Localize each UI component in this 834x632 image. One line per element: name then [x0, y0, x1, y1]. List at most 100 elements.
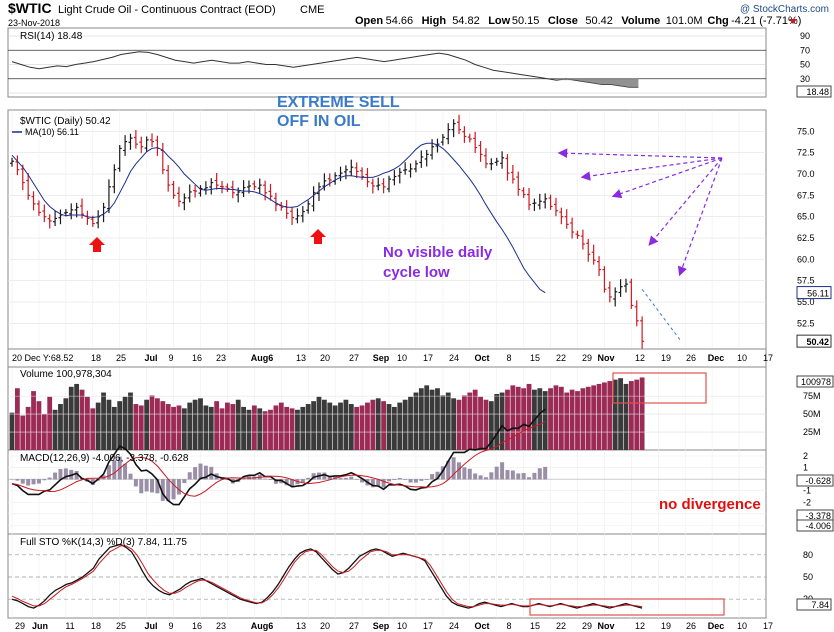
volume-bar: [472, 389, 478, 450]
bottom-axis-label: 12: [635, 621, 645, 631]
annotation-cycle-low: cycle low: [383, 264, 450, 281]
volume-bar: [585, 386, 591, 450]
volume-bar: [316, 396, 322, 450]
price-tick-label: 62.5: [797, 233, 815, 243]
date-axis-label: Nov: [597, 353, 614, 363]
macd-histogram-bar: [20, 479, 25, 484]
macd-histogram-bar: [225, 479, 230, 480]
volume-bar: [348, 404, 354, 450]
volume-bar: [138, 405, 144, 450]
price-tick-label: 52.5: [797, 318, 815, 328]
volume-bar: [332, 405, 338, 450]
volume-bar: [171, 406, 176, 450]
volume-bar: [505, 389, 510, 450]
macd-histogram-bar: [155, 479, 160, 494]
rsi-tick-label: 70: [800, 45, 810, 55]
macd-histogram-bar: [505, 469, 510, 480]
volume-bar: [273, 405, 279, 450]
bottom-axis-label: 22: [556, 621, 566, 631]
volume-bar: [63, 398, 69, 450]
bottom-axis-label: 29: [582, 621, 592, 631]
bottom-axis-label: Jul: [144, 621, 157, 631]
macd-histogram-bar: [451, 457, 456, 480]
macd-histogram-bar: [430, 474, 435, 480]
macd-histogram-bar: [349, 476, 354, 480]
down-triangle-icon: [789, 19, 797, 24]
macd-histogram-bar: [273, 479, 278, 484]
macd-tick-label: 1: [803, 463, 808, 473]
bottom-axis-label: 24: [449, 621, 459, 631]
bottom-axis-label: Aug6: [251, 621, 274, 631]
bottom-axis-label: 23: [216, 621, 226, 631]
macd-histogram-bar: [543, 466, 548, 480]
volume-bar: [95, 402, 101, 450]
volume-bar: [359, 405, 365, 450]
macd-histogram-bar: [473, 473, 478, 480]
purple-dashed-arrow: [611, 157, 723, 199]
volume-bar: [25, 406, 31, 450]
macd-histogram-bar: [494, 466, 499, 480]
macd-histogram-bar: [36, 479, 41, 484]
volume-bar: [408, 396, 413, 450]
purple-dashed-arrow: [580, 157, 723, 181]
volume-bar: [564, 392, 570, 450]
volume-bar: [553, 385, 559, 450]
macd-histogram-bar: [182, 479, 187, 484]
header-low-label: Low: [488, 15, 510, 27]
volume-last-box: [796, 375, 834, 388]
rsi-tick-label: 30: [800, 74, 810, 84]
price-tick-label: 70.0: [797, 169, 815, 179]
macd-histogram-bar: [53, 472, 58, 480]
red-up-arrow-icon: [310, 229, 326, 244]
macd-histogram-bar: [467, 468, 472, 480]
volume-bar: [365, 402, 370, 450]
volume-highlight-box: [612, 372, 707, 404]
macd-last-value: -3.378: [805, 511, 831, 521]
date-axis-strip: [7, 348, 767, 368]
macd-histogram-bar: [15, 479, 20, 481]
volume-bar: [225, 402, 230, 450]
volume-bar: [413, 392, 419, 450]
volume-bar: [602, 382, 607, 450]
volume-bar: [219, 408, 225, 450]
date-axis-label: Dec: [708, 353, 725, 363]
volume-bar: [79, 389, 85, 450]
date-axis-label: 12: [635, 353, 645, 363]
volume-bar: [321, 399, 327, 450]
header-volume-value: 101.0M: [666, 15, 703, 27]
sto-k-line: [11, 543, 643, 609]
sto-tick-label: 50: [803, 572, 813, 582]
annotation-off-in-oil: OFF IN OIL: [277, 113, 361, 130]
volume-bar: [181, 408, 187, 450]
volume-bar: [391, 406, 397, 450]
price-tick-label: 75.0: [797, 126, 815, 136]
volume-bar: [596, 383, 602, 450]
sto-d-line: [11, 545, 643, 608]
volume-bar: [262, 411, 268, 450]
macd-histogram-bar: [63, 468, 68, 480]
bottom-axis-label: 20: [320, 621, 330, 631]
volume-bar: [537, 388, 543, 450]
sto-tick-label: 80: [803, 550, 813, 560]
ma-legend-label: MA(10) 56.11: [25, 127, 79, 137]
volume-bar: [20, 415, 26, 450]
macd-histogram-bar: [306, 477, 311, 480]
date-axis-label: 24: [449, 353, 459, 363]
macd-histogram-bar: [354, 479, 359, 480]
date-axis-label: 17: [423, 353, 433, 363]
macd-histogram-bar: [90, 479, 95, 485]
bottom-axis-label: Sep: [373, 621, 390, 631]
macd-line: [11, 408, 546, 506]
volume-bar: [257, 408, 263, 450]
bottom-axis-label: 10: [397, 621, 407, 631]
macd-last-box: [796, 474, 834, 487]
volume-bar: [144, 399, 150, 450]
bottom-axis-label: 25: [116, 621, 126, 631]
macd-histogram-bar: [42, 479, 47, 481]
date-axis-label: 29: [582, 353, 592, 363]
header-open-label: Open: [355, 15, 383, 27]
macd-histogram-bar: [133, 479, 138, 487]
rsi-tick-label: 90: [800, 31, 810, 41]
volume-bar: [343, 399, 349, 450]
bottom-axis-label: 18: [91, 621, 101, 631]
